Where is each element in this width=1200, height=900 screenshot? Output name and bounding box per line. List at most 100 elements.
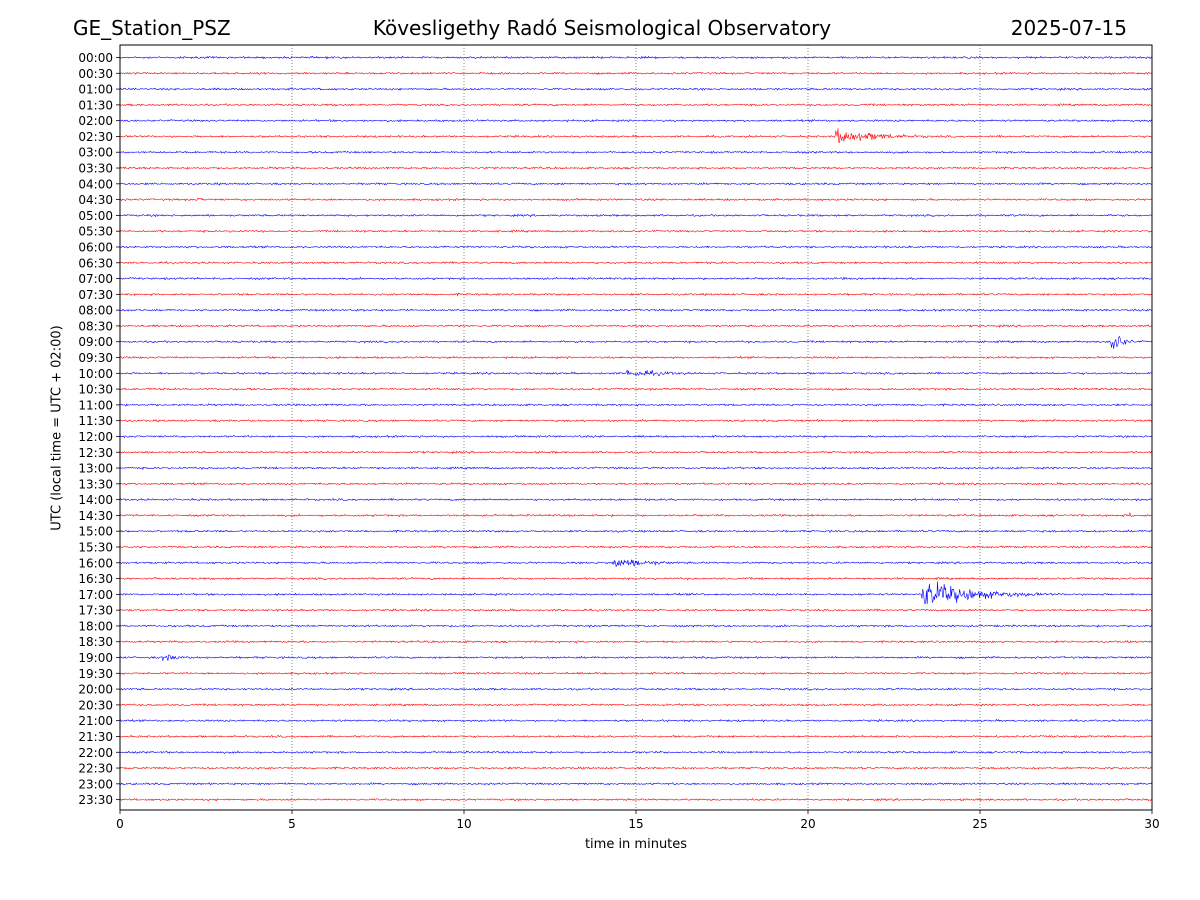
y-tick-label-1830: 18:30 — [78, 635, 113, 649]
trace-0200 — [120, 118, 1152, 123]
y-tick-label-1100: 11:00 — [78, 398, 113, 412]
y-tick-label-0730: 07:30 — [78, 288, 113, 302]
trace-0830 — [120, 324, 1152, 328]
trace-1500 — [120, 529, 1152, 534]
y-tick-label-1600: 16:00 — [78, 556, 113, 570]
trace-0400 — [120, 181, 1152, 186]
date-title: 2025-07-15 — [1010, 16, 1127, 40]
trace-2200 — [120, 750, 1152, 755]
trace-layer — [120, 55, 1152, 802]
trace-0430 — [120, 197, 1152, 202]
trace-0930 — [120, 355, 1152, 360]
trace-1300 — [120, 466, 1152, 471]
y-tick-label-0930: 09:30 — [78, 351, 113, 365]
y-tick-label-0300: 03:00 — [78, 146, 113, 160]
trace-2000 — [120, 687, 1152, 692]
y-tick-label-0030: 00:30 — [78, 67, 113, 81]
trace-1030 — [120, 387, 1152, 391]
trace-0600 — [120, 245, 1152, 249]
trace-1700 — [120, 581, 1152, 605]
x-tick-label-15: 15 — [628, 817, 643, 831]
y-tick-label-1200: 12:00 — [78, 430, 113, 444]
y-tick-label-0700: 07:00 — [78, 272, 113, 286]
trace-1730 — [120, 608, 1152, 612]
y-tick-label-1130: 11:30 — [78, 414, 113, 428]
y-tick-label-1330: 13:30 — [78, 477, 113, 491]
y-tick-label-1630: 16:30 — [78, 572, 113, 586]
y-tick-label-0100: 01:00 — [78, 83, 113, 97]
y-tick-label-0900: 09:00 — [78, 335, 113, 349]
trace-1230 — [120, 450, 1152, 455]
y-tick-label-2030: 20:30 — [78, 698, 113, 712]
trace-2100 — [120, 718, 1152, 723]
y-tick-label-1430: 14:30 — [78, 509, 113, 523]
trace-0530 — [120, 229, 1152, 234]
trace-1330 — [120, 481, 1152, 486]
y-tick-label-2230: 22:30 — [78, 762, 113, 776]
trace-0000 — [120, 55, 1152, 60]
trace-0330 — [120, 166, 1152, 171]
trace-2230 — [120, 766, 1152, 771]
y-tick-label-0400: 04:00 — [78, 177, 113, 191]
trace-0500 — [120, 213, 1152, 218]
trace-1430 — [120, 511, 1152, 518]
y-tick-label-0200: 02:00 — [78, 114, 113, 128]
trace-0630 — [120, 260, 1152, 265]
trace-0730 — [120, 292, 1152, 297]
y-tick-label-1730: 17:30 — [78, 604, 113, 618]
y-tick-label-0630: 06:30 — [78, 256, 113, 270]
trace-1630 — [120, 576, 1152, 581]
observatory-title: Kövesligethy Radó Seismological Observat… — [372, 16, 832, 40]
y-tick-label-2330: 23:30 — [78, 793, 113, 807]
trace-0700 — [120, 276, 1152, 281]
y-tick-label-1030: 10:30 — [78, 383, 113, 397]
trace-0900 — [120, 336, 1152, 349]
x-axis-label: time in minutes — [584, 837, 688, 852]
y-tick-label-0230: 02:30 — [78, 130, 113, 144]
y-tick-label-1530: 15:30 — [78, 540, 113, 554]
y-tick-label-1700: 17:00 — [78, 588, 113, 602]
x-tick-label-30: 30 — [1144, 817, 1159, 831]
trace-2300 — [120, 782, 1152, 786]
y-tick-label-2300: 23:00 — [78, 777, 113, 791]
y-tick-label-1800: 18:00 — [78, 619, 113, 633]
trace-2130 — [120, 734, 1152, 739]
y-tick-label-2000: 20:00 — [78, 683, 113, 697]
trace-1930 — [120, 671, 1152, 676]
y-tick-label-1400: 14:00 — [78, 493, 113, 507]
y-tick-label-1900: 19:00 — [78, 651, 113, 665]
y-axis-label: UTC (local time = UTC + 02:00) — [49, 325, 65, 531]
y-tick-label-0600: 06:00 — [78, 240, 113, 254]
x-tick-label-10: 10 — [456, 817, 471, 831]
y-tick-label-2200: 22:00 — [78, 746, 113, 760]
x-tick-label-25: 25 — [972, 817, 987, 831]
trace-1600 — [120, 559, 1152, 568]
trace-2330 — [120, 797, 1152, 802]
trace-0300 — [120, 150, 1152, 155]
y-tick-label-0830: 08:30 — [78, 319, 113, 333]
y-tick-label-1230: 12:30 — [78, 446, 113, 460]
y-tick-label-1930: 19:30 — [78, 667, 113, 681]
trace-1400 — [120, 497, 1152, 502]
y-tick-label-0530: 05:30 — [78, 225, 113, 239]
y-tick-label-0000: 00:00 — [78, 51, 113, 65]
trace-0130 — [120, 103, 1152, 108]
trace-1830 — [120, 639, 1152, 644]
y-tick-label-2100: 21:00 — [78, 714, 113, 728]
x-tick-label-0: 0 — [116, 817, 124, 831]
grid-layer — [291, 45, 981, 810]
trace-1100 — [120, 403, 1152, 407]
trace-0800 — [120, 308, 1152, 312]
trace-1200 — [120, 434, 1152, 439]
y-tick-label-0800: 08:00 — [78, 304, 113, 318]
trace-1000 — [120, 369, 1152, 377]
trace-1800 — [120, 624, 1152, 628]
trace-1130 — [120, 418, 1152, 423]
y-tick-label-0500: 05:00 — [78, 209, 113, 223]
trace-0030 — [120, 71, 1152, 76]
y-tick-label-0430: 04:30 — [78, 193, 113, 207]
trace-1530 — [120, 545, 1152, 549]
y-tick-label-0130: 01:30 — [78, 98, 113, 112]
